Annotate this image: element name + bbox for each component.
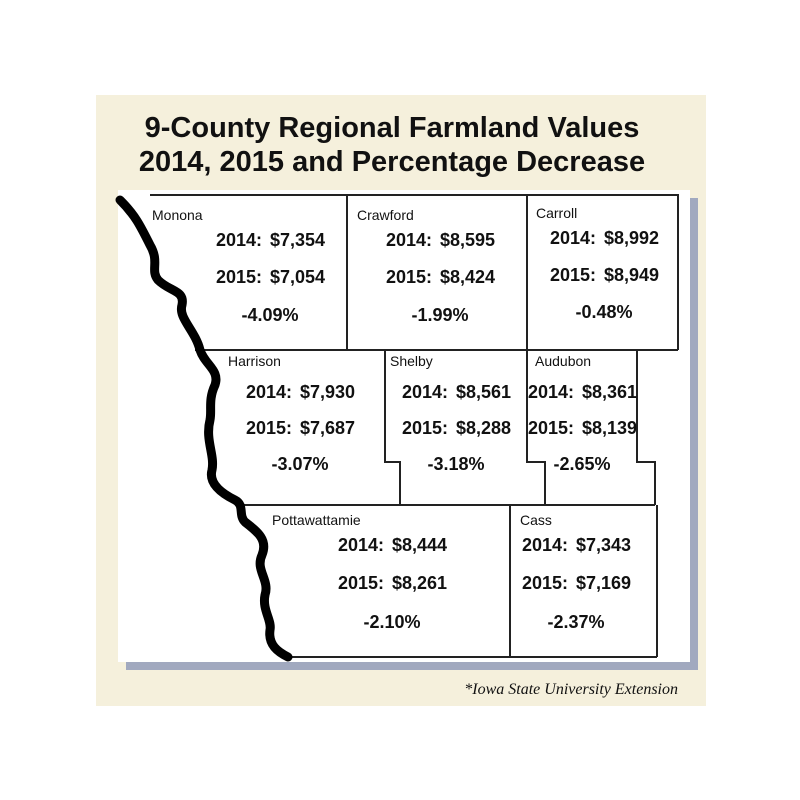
land-value: $7,169 — [576, 573, 631, 593]
county-name: Pottawattamie — [272, 512, 361, 528]
year-label: 2015: — [550, 265, 596, 285]
land-value: $8,992 — [604, 228, 659, 248]
land-value: $7,343 — [576, 535, 631, 555]
county-name: Cass — [520, 512, 552, 528]
year-label: 2015: — [246, 418, 292, 438]
land-value: $8,561 — [456, 382, 511, 402]
land-value: $7,687 — [300, 418, 355, 438]
land-value: $8,139 — [582, 418, 637, 438]
land-value: $8,261 — [392, 573, 447, 593]
year-label: 2015: — [528, 418, 574, 438]
county-name: Monona — [152, 207, 203, 223]
source-note: *Iowa State University Extension — [464, 681, 678, 698]
year-label: 2015: — [402, 418, 448, 438]
year-label: 2014: — [386, 230, 432, 250]
county-name: Audubon — [535, 353, 591, 369]
year-label: 2015: — [522, 573, 568, 593]
year-label: 2014: — [550, 228, 596, 248]
land-value: $7,354 — [270, 230, 325, 250]
percent-change: -3.07% — [271, 454, 328, 474]
county-name: Crawford — [357, 207, 414, 223]
land-value: $8,595 — [440, 230, 495, 250]
land-value: $8,288 — [456, 418, 511, 438]
river — [115, 195, 293, 662]
year-label: 2015: — [386, 267, 432, 287]
land-value: $7,930 — [300, 382, 355, 402]
year-label: 2014: — [338, 535, 384, 555]
land-value: $8,361 — [582, 382, 637, 402]
title-line: 9-County Regional Farmland Values — [145, 112, 640, 144]
percent-change: -2.37% — [547, 612, 604, 632]
land-value: $8,949 — [604, 265, 659, 285]
year-label: 2015: — [338, 573, 384, 593]
percent-change: -4.09% — [241, 305, 298, 325]
county-name: Carroll — [536, 205, 577, 221]
year-label: 2014: — [402, 382, 448, 402]
title-line: 2014, 2015 and Percentage Decrease — [139, 146, 645, 178]
year-label: 2014: — [528, 382, 574, 402]
year-label: 2014: — [246, 382, 292, 402]
county-name: Shelby — [390, 353, 433, 369]
year-label: 2014: — [522, 535, 568, 555]
percent-change: -2.65% — [553, 454, 610, 474]
county-name: Harrison — [228, 353, 281, 369]
year-label: 2015: — [216, 267, 262, 287]
percent-change: -2.10% — [363, 612, 420, 632]
percent-change: -3.18% — [427, 454, 484, 474]
percent-change: -1.99% — [411, 305, 468, 325]
land-value: $7,054 — [270, 267, 325, 287]
land-value: $8,444 — [392, 535, 447, 555]
year-label: 2014: — [216, 230, 262, 250]
land-value: $8,424 — [440, 267, 495, 287]
county-borders — [150, 194, 679, 658]
percent-change: -0.48% — [575, 302, 632, 322]
